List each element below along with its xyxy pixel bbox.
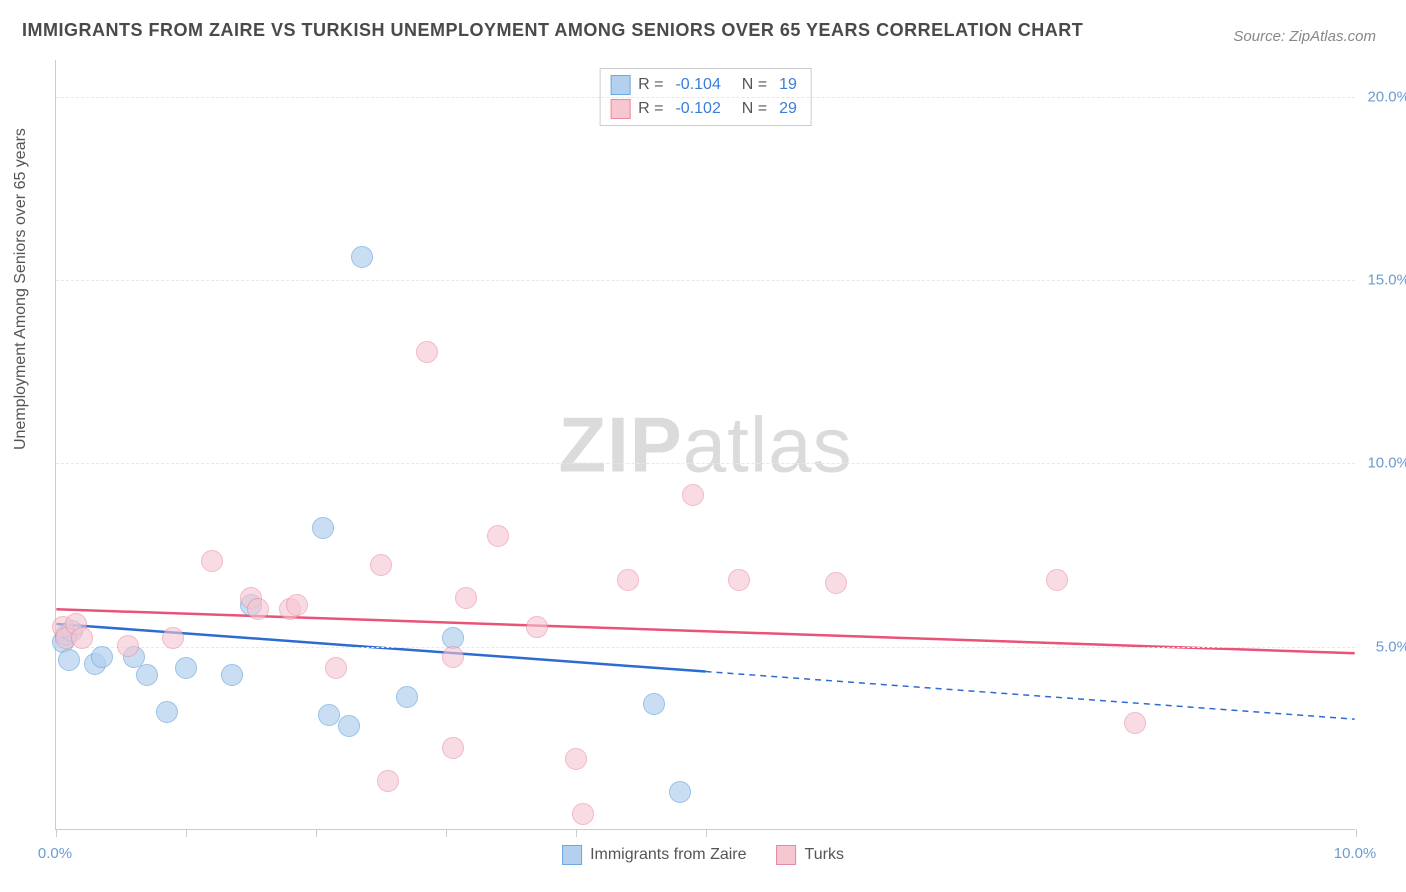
data-point xyxy=(201,550,223,572)
legend-r-value: -0.102 xyxy=(675,100,720,118)
data-point xyxy=(156,701,178,723)
data-point xyxy=(312,517,334,539)
legend-n-label: N = xyxy=(733,76,767,94)
series-legend-item: Turks xyxy=(777,845,844,865)
data-point xyxy=(370,554,392,576)
data-point xyxy=(643,693,665,715)
data-point xyxy=(1124,712,1146,734)
legend-swatch xyxy=(777,845,797,865)
y-tick-label: 20.0% xyxy=(1360,88,1406,105)
data-point xyxy=(71,627,93,649)
source-prefix: Source: xyxy=(1233,28,1289,45)
legend-r-label: R = xyxy=(638,100,663,118)
data-point xyxy=(526,616,548,638)
data-point xyxy=(318,704,340,726)
x-tick xyxy=(1356,829,1357,837)
legend-swatch xyxy=(562,845,582,865)
legend-r-value: -0.104 xyxy=(675,76,720,94)
y-tick-label: 10.0% xyxy=(1360,455,1406,472)
series-legend-item: Immigrants from Zaire xyxy=(562,845,746,865)
x-tick xyxy=(446,829,447,837)
x-tick-label: 10.0% xyxy=(1334,845,1377,862)
series-legend: Immigrants from Zaire Turks xyxy=(562,845,844,865)
data-point xyxy=(617,569,639,591)
data-point xyxy=(1046,569,1068,591)
data-point xyxy=(396,686,418,708)
data-point xyxy=(162,627,184,649)
source-attribution: Source: ZipAtlas.com xyxy=(1233,28,1376,45)
legend-swatch xyxy=(610,75,630,95)
x-tick xyxy=(576,829,577,837)
series-legend-label: Turks xyxy=(805,846,844,864)
legend-n-value: 19 xyxy=(779,76,797,94)
data-point xyxy=(455,587,477,609)
gridline xyxy=(56,97,1355,98)
gridline xyxy=(56,647,1355,648)
gridline xyxy=(56,463,1355,464)
series-legend-label: Immigrants from Zaire xyxy=(590,846,746,864)
data-point xyxy=(416,341,438,363)
gridline xyxy=(56,280,1355,281)
data-point xyxy=(669,781,691,803)
data-point xyxy=(136,664,158,686)
trend-line-dashed xyxy=(706,672,1355,720)
chart-title: IMMIGRANTS FROM ZAIRE VS TURKISH UNEMPLO… xyxy=(22,20,1083,41)
data-point xyxy=(175,657,197,679)
data-point xyxy=(487,525,509,547)
data-point xyxy=(825,572,847,594)
data-point xyxy=(442,646,464,668)
legend-n-value: 29 xyxy=(779,100,797,118)
source-name: ZipAtlas.com xyxy=(1289,28,1376,45)
data-point xyxy=(351,246,373,268)
trend-lines-svg xyxy=(56,60,1355,829)
legend-swatch xyxy=(610,99,630,119)
y-axis-label: Unemployment Among Seniors over 65 years xyxy=(12,128,30,450)
x-tick xyxy=(706,829,707,837)
x-tick xyxy=(56,829,57,837)
x-tick xyxy=(186,829,187,837)
data-point xyxy=(338,715,360,737)
correlation-legend-row: R = -0.102 N = 29 xyxy=(610,97,801,121)
data-point xyxy=(325,657,347,679)
x-tick-label: 0.0% xyxy=(38,845,72,862)
data-point xyxy=(442,737,464,759)
legend-r-label: R = xyxy=(638,76,663,94)
correlation-legend-row: R = -0.104 N = 19 xyxy=(610,73,801,97)
data-point xyxy=(682,484,704,506)
legend-n-label: N = xyxy=(733,100,767,118)
data-point xyxy=(247,598,269,620)
x-tick xyxy=(316,829,317,837)
y-tick-label: 15.0% xyxy=(1360,272,1406,289)
data-point xyxy=(286,594,308,616)
data-point xyxy=(117,635,139,657)
y-tick-label: 5.0% xyxy=(1360,638,1406,655)
data-point xyxy=(221,664,243,686)
data-point xyxy=(728,569,750,591)
data-point xyxy=(572,803,594,825)
data-point xyxy=(91,646,113,668)
trend-line-solid xyxy=(56,624,705,672)
data-point xyxy=(58,649,80,671)
plot-area: ZIPatlas R =-0.104 N =19R =-0.102 N =29 … xyxy=(55,60,1355,830)
data-point xyxy=(377,770,399,792)
data-point xyxy=(565,748,587,770)
